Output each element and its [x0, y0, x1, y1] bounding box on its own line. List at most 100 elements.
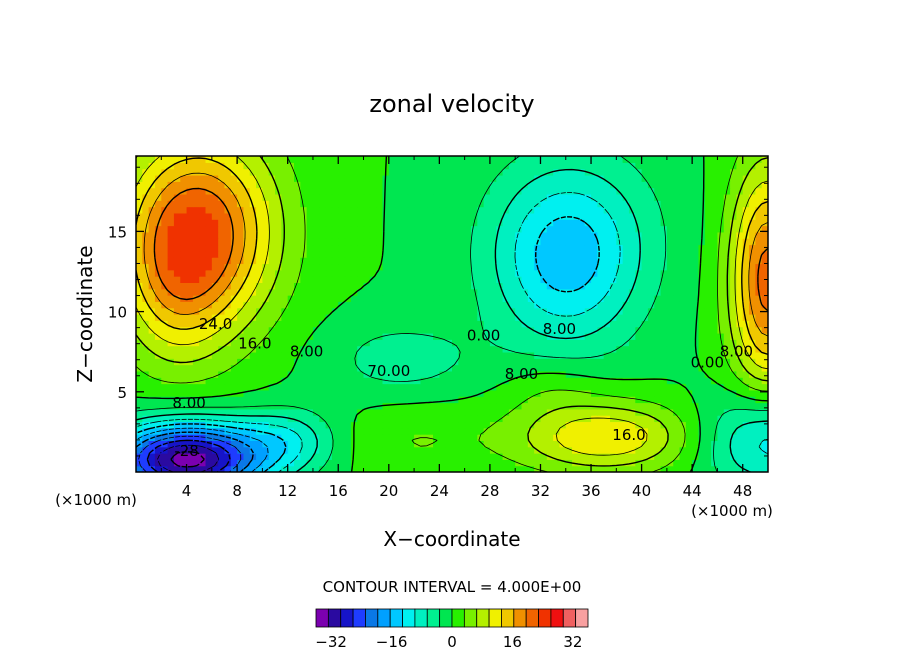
heatmap-cell — [692, 156, 700, 163]
heatmap-cell — [723, 415, 731, 423]
heatmap-cell — [426, 181, 434, 189]
heatmap-cell — [192, 288, 200, 296]
heatmap-cell — [610, 339, 617, 347]
heatmap-cell — [603, 396, 611, 404]
heatmap-cell — [540, 427, 548, 435]
heatmap-cell — [395, 427, 403, 435]
heatmap-cell — [205, 389, 213, 397]
heatmap-cell — [268, 408, 276, 416]
heatmap-cell — [407, 269, 415, 277]
heatmap-cell — [660, 314, 668, 321]
heatmap-cell — [578, 364, 586, 372]
heatmap-cell — [508, 288, 516, 296]
heatmap-cell — [452, 219, 459, 227]
heatmap-cell — [521, 427, 529, 435]
heatmap-cell — [755, 320, 763, 328]
heatmap-cell — [306, 402, 314, 410]
heatmap-cell — [439, 465, 447, 472]
heatmap-cell — [635, 219, 643, 227]
heatmap-cell — [363, 193, 371, 201]
heatmap-cell — [654, 440, 662, 448]
heatmap-cell — [660, 339, 668, 347]
heatmap-cell — [306, 339, 314, 347]
heatmap-cell — [527, 276, 535, 283]
heatmap-cell — [319, 314, 327, 321]
heatmap-cell — [698, 269, 706, 277]
heatmap-cell — [622, 269, 630, 277]
heatmap-cell — [591, 453, 598, 460]
heatmap-cell — [294, 421, 301, 429]
heatmap-cell — [616, 288, 624, 296]
heatmap-cell — [382, 238, 390, 246]
heatmap-cell — [553, 168, 561, 176]
heatmap-cell — [704, 396, 712, 404]
heatmap-cell — [761, 415, 768, 423]
heatmap-cell — [628, 225, 636, 233]
heatmap-cell — [654, 219, 662, 227]
heatmap-cell — [230, 326, 238, 334]
heatmap-cell — [515, 263, 523, 271]
heatmap-cell — [439, 377, 447, 385]
heatmap-cell — [572, 244, 579, 252]
heatmap-cell — [616, 446, 624, 454]
heatmap-cell — [452, 282, 459, 290]
heatmap-cell — [407, 389, 415, 397]
heatmap-cell — [262, 282, 270, 290]
heatmap-cell — [211, 193, 219, 201]
heatmap-cell — [420, 314, 428, 321]
heatmap-cell — [363, 174, 371, 182]
heatmap-cell — [300, 162, 308, 170]
heatmap-cell — [603, 276, 611, 283]
heatmap-cell — [192, 244, 200, 252]
heatmap-cell — [268, 339, 276, 347]
heatmap-cell — [319, 370, 327, 378]
heatmap-cell — [635, 181, 643, 189]
heatmap-cell — [508, 465, 516, 472]
heatmap-cell — [553, 181, 561, 189]
heatmap-cell — [711, 364, 719, 372]
heatmap-cell — [572, 314, 579, 321]
heatmap-cell — [369, 320, 377, 328]
heatmap-cell — [445, 301, 453, 309]
heatmap-cell — [698, 459, 706, 467]
heatmap-cell — [477, 370, 485, 378]
heatmap-cell — [363, 364, 371, 372]
heatmap-cell — [363, 288, 371, 296]
heatmap-cell — [331, 156, 339, 163]
heatmap-cell — [610, 459, 617, 467]
heatmap-cell — [470, 238, 478, 246]
heatmap-cell — [433, 326, 440, 334]
heatmap-cell — [136, 187, 143, 195]
heatmap-cell — [464, 389, 472, 397]
heatmap-cell — [565, 206, 573, 214]
heatmap-cell — [527, 351, 535, 359]
heatmap-cell — [369, 181, 377, 189]
heatmap-cell — [395, 276, 403, 283]
heatmap-cell — [711, 351, 719, 359]
heatmap-cell — [281, 212, 289, 220]
heatmap-cell — [306, 421, 314, 429]
heatmap-cell — [584, 370, 592, 378]
heatmap-cell — [401, 181, 409, 189]
heatmap-cell — [376, 301, 384, 309]
heatmap-cell — [717, 408, 725, 416]
heatmap-cell — [711, 320, 719, 328]
heatmap-cell — [388, 453, 396, 460]
heatmap-cell — [357, 440, 365, 448]
heatmap-cell — [704, 263, 712, 271]
heatmap-cell — [502, 212, 510, 220]
heatmap-cell — [578, 440, 586, 448]
heatmap-cell — [173, 206, 181, 214]
heatmap-cell — [546, 377, 554, 385]
heatmap-cell — [521, 156, 529, 163]
heatmap-cell — [628, 421, 636, 429]
heatmap-cell — [723, 396, 731, 404]
heatmap-cell — [464, 156, 472, 163]
heatmap-cell — [433, 396, 440, 404]
heatmap-cell — [502, 339, 510, 347]
heatmap-cell — [477, 181, 485, 189]
heatmap-cell — [369, 219, 377, 227]
heatmap-cell — [730, 314, 737, 321]
heatmap-cell — [502, 459, 510, 467]
heatmap-cell — [534, 427, 542, 435]
